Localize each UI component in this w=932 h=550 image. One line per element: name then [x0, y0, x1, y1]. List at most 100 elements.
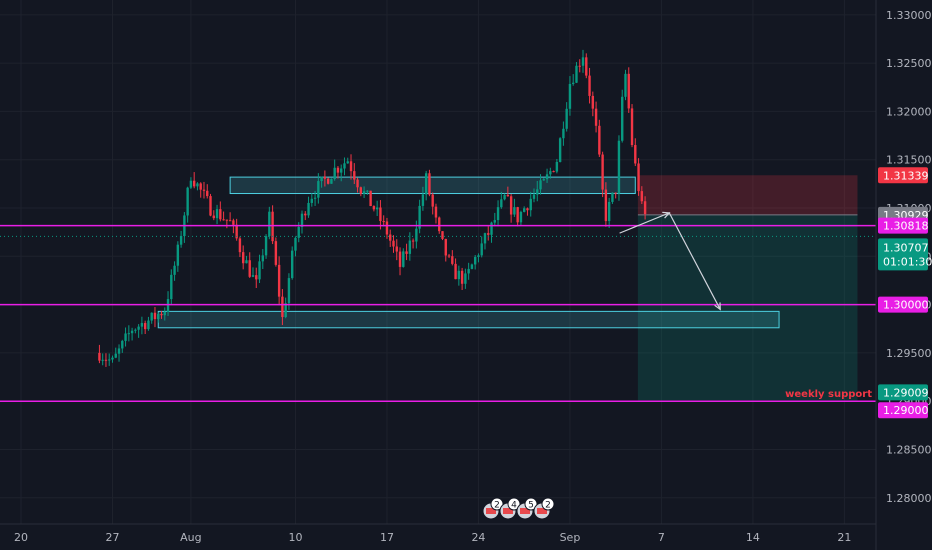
candle-body — [323, 176, 327, 179]
candle — [104, 353, 108, 367]
candle — [598, 119, 601, 157]
candle-body — [460, 270, 464, 284]
candle — [320, 176, 323, 188]
candle — [238, 236, 242, 258]
candle-body — [424, 173, 428, 195]
price-tag-box — [878, 402, 928, 419]
candle-body — [356, 179, 359, 188]
candle-body — [575, 65, 578, 83]
candle — [183, 212, 186, 243]
time-tick-label: 21 — [837, 531, 851, 544]
candle-body — [297, 226, 300, 238]
candle-body — [320, 176, 323, 182]
candle-body — [441, 231, 444, 239]
candle — [522, 206, 526, 213]
projection-arrow[interactable] — [619, 211, 721, 311]
candle-body — [209, 196, 212, 216]
candle-body — [487, 233, 490, 235]
countdown-text: 01:01:30 — [883, 255, 932, 268]
time-axis-background[interactable] — [0, 524, 876, 550]
candle — [268, 206, 271, 240]
time-tick-label: 24 — [471, 531, 485, 544]
candle-body — [519, 211, 523, 223]
horizontal-lines[interactable]: weekly support — [0, 224, 876, 402]
candle-body — [375, 207, 379, 210]
candle — [241, 245, 245, 270]
price-axis-background[interactable] — [876, 0, 932, 550]
candle — [255, 267, 258, 288]
candle-body — [150, 312, 153, 321]
candle-body — [271, 211, 274, 242]
candle-body — [529, 198, 532, 211]
candle-body — [170, 274, 173, 300]
candle-body — [219, 209, 222, 220]
candle — [343, 157, 346, 176]
candle-body — [578, 65, 581, 67]
candle-body — [490, 222, 493, 235]
candle-body — [333, 167, 336, 180]
candle — [506, 186, 510, 197]
candle-body — [313, 197, 317, 199]
candle-body — [379, 207, 382, 222]
candle-body — [222, 219, 225, 221]
price-tag-text: 1.30000 — [883, 299, 929, 312]
candle-body — [261, 255, 264, 262]
event-badges[interactable]: 2 4 5 2 — [482, 497, 555, 520]
candle — [565, 102, 568, 132]
candle-body — [483, 233, 487, 244]
candle-body — [640, 191, 644, 202]
candle-body — [549, 171, 552, 175]
candle-body — [594, 108, 598, 126]
candle-body — [506, 194, 510, 197]
time-tick-label: Aug — [180, 531, 201, 544]
price-tag: 1.29000 — [878, 402, 929, 419]
candlestick-series — [98, 49, 647, 367]
price-tag-box — [878, 167, 928, 184]
weekly-support-label: weekly support — [785, 389, 872, 400]
candle-body — [591, 95, 595, 109]
arrow-head-down — [714, 302, 721, 311]
candle-body — [166, 299, 170, 313]
candle — [287, 273, 291, 310]
candle-body — [634, 145, 637, 164]
price-tag-box — [878, 296, 928, 313]
candle-body — [496, 207, 500, 221]
candle — [385, 217, 389, 239]
candle — [483, 232, 487, 250]
candle-body — [500, 199, 503, 208]
candle — [212, 210, 215, 221]
price-tick-label: 1.32500 — [886, 57, 932, 70]
stop-loss-zone — [637, 175, 858, 215]
candle-body — [346, 161, 349, 164]
candle-body — [536, 189, 539, 195]
candle-body — [202, 189, 206, 191]
candle — [447, 253, 451, 259]
candle — [336, 165, 340, 179]
candle — [326, 177, 330, 185]
candle-body — [431, 194, 434, 207]
candle-body — [111, 357, 114, 360]
candle-body — [513, 207, 516, 215]
candle-body — [291, 250, 294, 279]
candle-body — [101, 359, 104, 361]
candle — [558, 137, 562, 163]
time-axis[interactable]: 20 27 Aug 10 17 24 Sep 7 14 21 — [14, 531, 851, 544]
candle — [480, 236, 483, 258]
candle — [101, 353, 104, 366]
candle — [428, 169, 431, 197]
candle — [467, 262, 470, 280]
candle-body — [611, 192, 614, 202]
time-tick-label: 7 — [658, 531, 665, 544]
candle-body — [121, 340, 124, 349]
candle — [313, 190, 317, 206]
candle-body — [212, 215, 215, 219]
candle — [382, 215, 385, 227]
candle — [160, 310, 163, 319]
candle-body — [477, 255, 480, 257]
long-short-position-tool[interactable] — [637, 175, 858, 401]
candle-body — [186, 187, 189, 216]
candle — [424, 170, 428, 201]
event-badge: 2 — [533, 497, 555, 520]
candle — [163, 307, 166, 321]
